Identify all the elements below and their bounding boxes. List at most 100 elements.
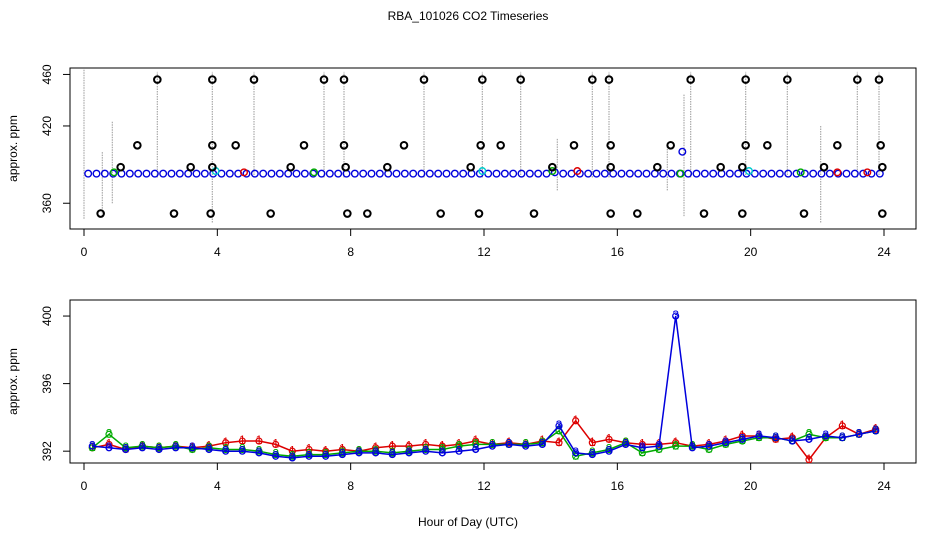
data-point xyxy=(367,169,376,178)
series-point xyxy=(855,430,863,438)
series-marker: 3 xyxy=(839,430,846,444)
series-marker: 1 xyxy=(256,433,263,447)
series-point xyxy=(438,449,446,457)
series-point xyxy=(255,437,263,445)
data-point xyxy=(250,169,259,178)
y-tick-label: 400 xyxy=(40,306,54,326)
series-point xyxy=(838,422,846,430)
series-point xyxy=(405,442,413,450)
data-point xyxy=(325,169,334,178)
data-point xyxy=(659,169,668,178)
data-point xyxy=(763,140,772,150)
series-marker: 3 xyxy=(572,445,579,459)
series-point xyxy=(455,442,463,450)
series-marker: 3 xyxy=(739,432,746,446)
series-point xyxy=(105,430,113,438)
series-marker: 1 xyxy=(272,437,279,451)
series-point xyxy=(805,456,813,464)
series-point xyxy=(372,449,380,457)
series-point xyxy=(638,449,646,457)
series-point xyxy=(238,447,246,455)
series-point xyxy=(188,444,196,452)
series-point xyxy=(672,442,680,450)
data-point xyxy=(96,209,105,218)
series-point xyxy=(538,440,546,449)
series-marker: 3 xyxy=(122,442,129,456)
series-point xyxy=(638,444,646,452)
y-tick-label: 360 xyxy=(40,193,54,213)
x-tick-label: 8 xyxy=(347,479,354,493)
data-point xyxy=(775,169,784,178)
data-point xyxy=(667,169,676,178)
series-marker: 1 xyxy=(106,437,113,451)
series-point xyxy=(505,440,513,449)
data-point xyxy=(434,169,443,178)
data-point xyxy=(509,169,518,178)
data-point xyxy=(741,75,750,84)
x-tick-label: 12 xyxy=(477,245,491,259)
series-marker: 1 xyxy=(122,442,129,456)
y-axis-label: approx. ppm xyxy=(6,115,20,182)
y-tick-label: 396 xyxy=(40,373,54,393)
series-point xyxy=(172,444,180,452)
series-marker: 1 xyxy=(639,437,646,451)
data-point xyxy=(159,169,168,178)
data-point xyxy=(517,169,526,178)
series-point xyxy=(205,445,213,454)
x-tick-label: 16 xyxy=(611,245,625,259)
data-point xyxy=(676,169,685,178)
series-marker: 3 xyxy=(256,445,263,459)
data-point xyxy=(738,162,747,172)
data-point xyxy=(400,169,409,178)
data-point xyxy=(359,169,368,178)
data-point xyxy=(208,75,217,84)
data-point xyxy=(606,209,615,218)
series-marker: 3 xyxy=(689,440,696,454)
series-point xyxy=(305,452,313,460)
series-marker: 1 xyxy=(589,435,596,449)
series-marker: 1 xyxy=(289,443,296,457)
data-point xyxy=(300,169,309,178)
series-point xyxy=(355,449,363,457)
data-point xyxy=(617,169,626,178)
x-tick-label: 4 xyxy=(214,479,221,493)
data-point xyxy=(592,169,601,178)
data-point xyxy=(109,168,118,177)
series-point xyxy=(455,447,463,455)
series-marker: 3 xyxy=(189,440,196,454)
data-point xyxy=(525,169,534,178)
data-point xyxy=(500,169,509,178)
series-point xyxy=(555,439,563,447)
data-point xyxy=(292,169,301,178)
series-point xyxy=(788,437,796,445)
data-point xyxy=(343,209,352,218)
y-tick-label: 392 xyxy=(40,441,54,461)
series-marker: 2 xyxy=(439,442,446,456)
data-point xyxy=(666,140,675,150)
data-point xyxy=(534,169,543,178)
data-point xyxy=(853,75,862,84)
series-marker: 3 xyxy=(556,418,563,432)
series-marker: 3 xyxy=(456,443,463,457)
x-tick-label: 20 xyxy=(744,479,758,493)
data-point xyxy=(725,169,734,178)
series-point xyxy=(722,439,730,447)
series-marker: 1 xyxy=(389,438,396,452)
data-point xyxy=(876,140,885,150)
x-tick-label: 4 xyxy=(214,245,221,259)
series-marker: 3 xyxy=(606,443,613,457)
data-point xyxy=(783,75,792,84)
data-point xyxy=(867,169,876,178)
series-point xyxy=(738,435,746,443)
series-marker: 3 xyxy=(522,438,529,452)
data-point xyxy=(208,140,217,150)
series-marker: 3 xyxy=(139,440,146,454)
data-point xyxy=(800,169,809,178)
data-point xyxy=(436,209,445,218)
series-marker: 3 xyxy=(339,447,346,461)
data-point xyxy=(341,162,350,172)
series-marker: 3 xyxy=(422,443,429,457)
data-point xyxy=(459,169,468,178)
